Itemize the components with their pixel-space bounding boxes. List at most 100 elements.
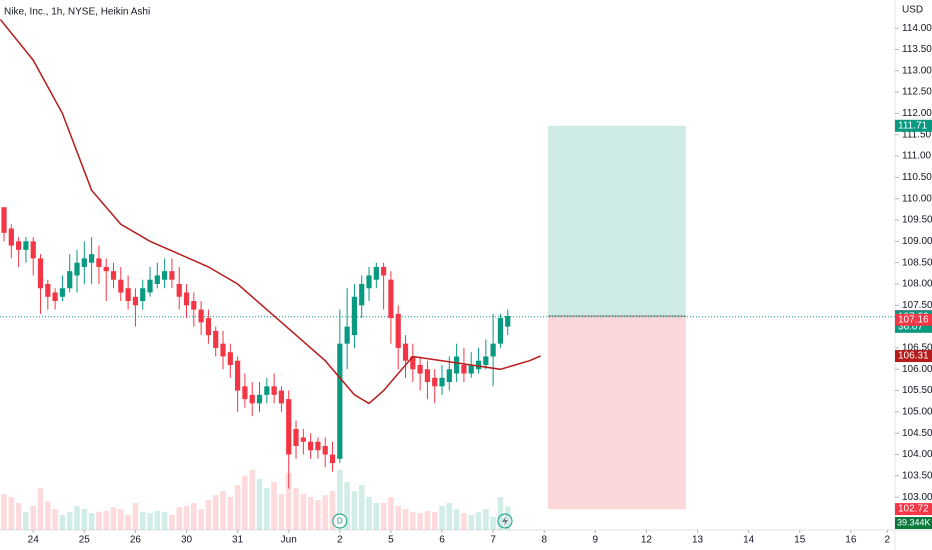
price-label: 106.31	[898, 351, 929, 362]
volume-label-box	[895, 517, 932, 529]
candle-body	[483, 356, 489, 365]
volume-bar	[191, 503, 197, 530]
x-tick-label: 15	[794, 535, 806, 546]
y-tick-label: 112.50	[902, 87, 932, 98]
candle-body	[278, 390, 285, 404]
volume-bar	[139, 512, 146, 530]
candle-body	[271, 386, 277, 395]
y-tick-label: 112.00	[902, 108, 932, 119]
volume-bar	[66, 512, 73, 530]
candle-body	[490, 343, 496, 357]
volume-bar	[183, 506, 190, 530]
volume-bar	[278, 494, 285, 530]
candle-body	[227, 352, 233, 365]
candle-body	[293, 428, 299, 447]
candle-body	[74, 262, 80, 276]
y-tick-label: 103.50	[902, 470, 932, 481]
volume-bar	[125, 515, 131, 530]
volume-bar	[81, 509, 88, 530]
volume-bar	[242, 476, 248, 530]
volume-bar	[504, 506, 511, 530]
y-tick-label: 113.50	[902, 44, 932, 55]
volume-bar	[176, 507, 183, 530]
x-tick-label: 7	[490, 535, 496, 546]
replay-icon[interactable]	[497, 513, 513, 529]
candle-body	[154, 275, 160, 284]
candle-body	[147, 279, 153, 293]
x-tick-label: 2	[337, 535, 343, 546]
candle-body	[89, 254, 95, 263]
volume-bar	[37, 488, 44, 530]
volume-bar	[110, 507, 117, 530]
candle-body	[37, 258, 44, 289]
event-icon[interactable]	[332, 513, 348, 529]
volume-bar	[483, 509, 489, 530]
y-tick-label: 108.50	[902, 257, 932, 268]
volume-bar	[461, 513, 467, 530]
candle-body	[264, 386, 270, 395]
event-label: D	[337, 517, 343, 526]
candle-body	[381, 266, 387, 276]
volume-bar	[52, 509, 58, 530]
volume-bar	[30, 506, 37, 530]
volume-bar	[212, 495, 219, 530]
candle-body	[286, 399, 292, 455]
x-tick-label: Jun	[281, 535, 297, 546]
price-label-box	[895, 119, 932, 132]
candle-body	[454, 356, 460, 374]
y-tick-label: 104.00	[902, 449, 932, 460]
volume-bar	[59, 515, 66, 530]
volume-bar	[366, 497, 372, 530]
volume-bar	[271, 482, 277, 530]
candle-body	[344, 326, 350, 344]
x-tick-label: 2	[885, 535, 891, 546]
volume-bar	[497, 497, 504, 530]
volume-bar	[8, 497, 15, 530]
volume-bar	[307, 497, 314, 530]
candle-body	[432, 377, 438, 387]
candle-body	[103, 266, 109, 272]
candle-body	[373, 266, 379, 280]
candle-body	[59, 288, 66, 297]
volume-bar	[161, 512, 168, 530]
x-tick-label: 30	[181, 535, 193, 546]
volume-bar	[285, 473, 292, 530]
volume-bar	[220, 491, 226, 530]
volume-bar	[388, 497, 394, 530]
candle-body	[132, 296, 139, 306]
volume-bar	[249, 470, 256, 530]
volume-bar	[475, 512, 482, 530]
volume-bar	[227, 497, 234, 530]
lightning	[502, 516, 508, 526]
volume-bar	[234, 485, 241, 530]
y-tick-label: 106.00	[902, 364, 932, 375]
volume-bar	[344, 482, 350, 530]
candle-body	[8, 228, 14, 246]
candle-body	[1, 207, 7, 233]
volume-bar	[132, 503, 139, 530]
candle-body	[505, 315, 511, 327]
currency: USD	[902, 5, 923, 16]
candle-body	[30, 241, 36, 259]
stop-zone	[547, 315, 686, 510]
x-tick-label: 8	[541, 535, 547, 546]
candle-body	[220, 343, 226, 357]
price-label-box	[895, 313, 932, 326]
candle-body	[140, 288, 146, 302]
volume-bar	[147, 513, 153, 530]
candle-body	[16, 241, 22, 250]
candle-body	[235, 360, 241, 391]
y-tick-label: 105.50	[902, 385, 932, 396]
candle-body	[45, 283, 51, 297]
candle-body	[300, 437, 306, 442]
y-tick-label: 106.50	[902, 343, 932, 354]
candle-body	[351, 296, 358, 336]
candle-body	[118, 279, 124, 293]
y-tick-label: 111.00	[902, 151, 932, 162]
candle-body	[424, 369, 431, 383]
y-tick-label: 103.00	[902, 492, 932, 503]
price-label: 107.16	[898, 314, 929, 325]
candle-body	[67, 271, 73, 289]
